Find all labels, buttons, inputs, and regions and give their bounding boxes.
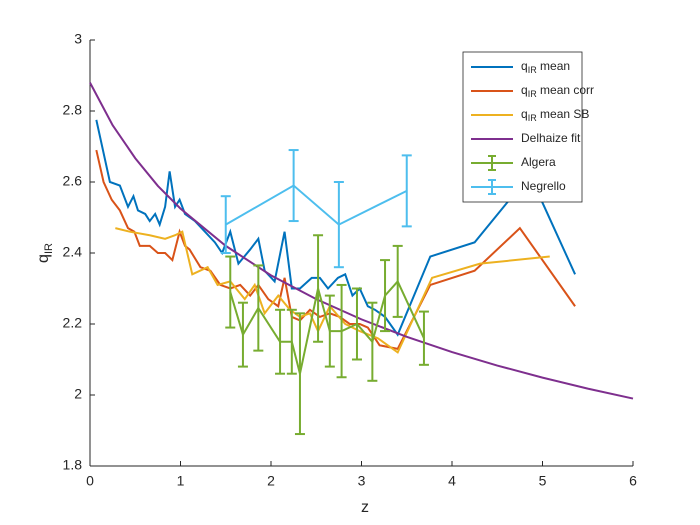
legend-label: qIR mean [521,59,570,75]
legend-label-part: Algera [521,155,556,169]
legend-label-part: q [521,107,528,121]
y-tick-label: 2.2 [63,315,83,331]
error-bar [237,301,248,368]
legend-label: Algera [521,155,556,169]
legend-label-sub: IR [528,65,538,75]
y-tick-label: 1.8 [63,457,83,473]
legend-label-sub: IR [528,113,538,123]
error-bar [333,181,344,269]
y-tick-label: 2.6 [63,173,83,189]
x-tick-label: 2 [267,473,275,489]
error-bar [401,154,412,228]
y-tick-label: 3 [74,31,82,47]
legend-label: Negrello [521,179,566,193]
error-bar [351,287,362,361]
x-tick-label: 3 [358,473,366,489]
error-bar [253,264,264,352]
error-bar [225,255,236,329]
y-label-main: q [35,254,52,263]
error-bar [380,259,391,333]
legend-box [462,51,583,203]
y-label-sub: IR [43,243,55,254]
error-bar [288,149,299,223]
x-tick-label: 0 [86,473,94,489]
legend-label-part: mean SB [537,107,590,121]
y-axis-label: qIR [35,243,55,263]
y-tick-label: 2.4 [63,244,83,260]
error-bar [392,244,403,318]
legend-label-part: q [521,59,528,73]
y-tick-label: 2.8 [63,102,83,118]
legend-label-part: Delhaize fit [521,131,581,145]
legend-label-part: Negrello [521,179,566,193]
x-axis-label: z [361,499,369,516]
series-line [95,119,576,337]
x-tick-label: 6 [629,473,637,489]
series-line [115,227,550,354]
error-bar [367,301,378,382]
error-bar [286,308,297,375]
error-bar [275,308,286,375]
legend-label-sub: IR [528,89,538,99]
series-line [229,279,425,374]
error-bar [324,294,335,368]
error-bar [220,195,231,254]
error-bar [336,283,347,379]
legend-label: qIR mean SB [521,107,589,123]
series-line [95,149,576,350]
error-bar [418,310,429,366]
y-tick-label: 2 [74,386,82,402]
legend-label-part: q [521,83,528,97]
error-bar [294,312,305,436]
x-tick-label: 1 [177,473,185,489]
legend-label: qIR mean corr [521,83,594,99]
x-tick-label: 4 [448,473,456,489]
legend-label: Delhaize fit [521,131,581,145]
series-line [225,184,408,226]
legend-label-part: mean [537,59,570,73]
x-tick-label: 5 [539,473,547,489]
legend-label-part: mean corr [537,83,594,97]
error-bar [313,234,324,343]
